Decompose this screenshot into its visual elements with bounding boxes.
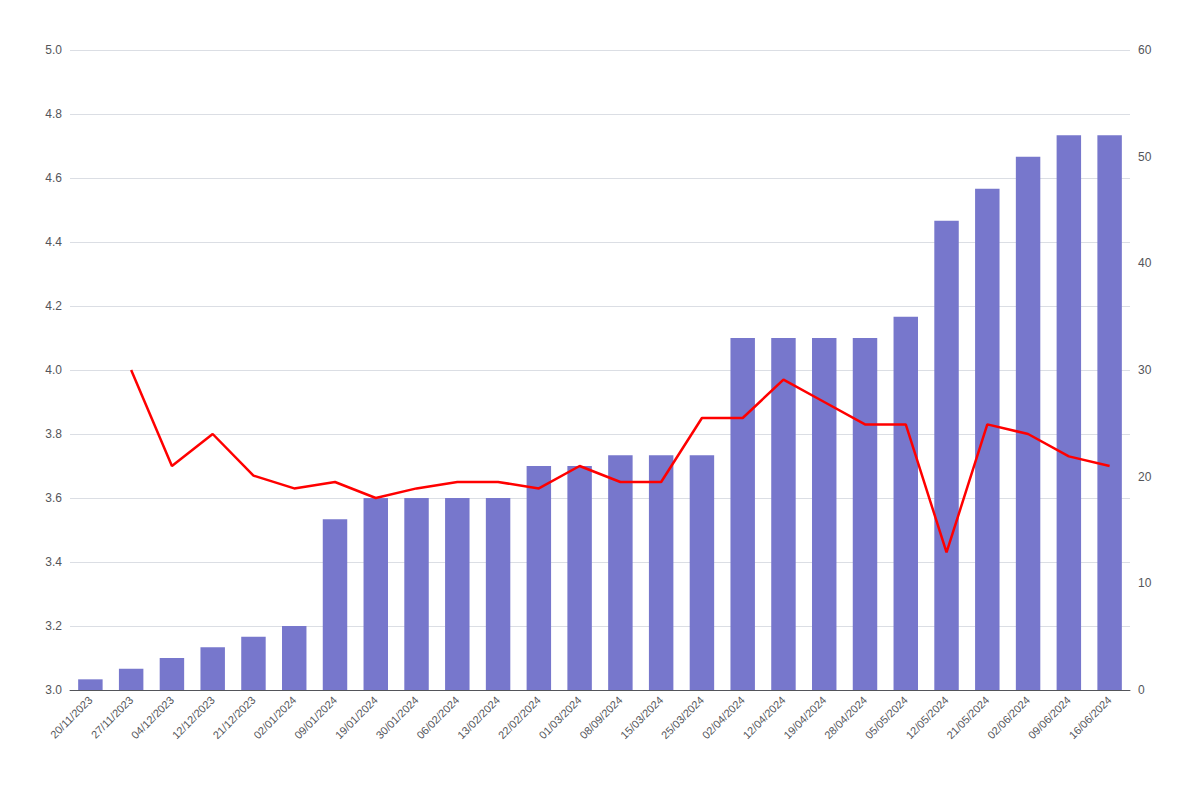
svg-text:12/04/2024: 12/04/2024 (740, 694, 787, 741)
svg-text:3.4: 3.4 (45, 555, 62, 569)
svg-text:01/03/2024: 01/03/2024 (536, 694, 583, 741)
svg-text:02/04/2024: 02/04/2024 (700, 694, 747, 741)
svg-text:05/05/2024: 05/05/2024 (863, 694, 910, 741)
svg-text:3.0: 3.0 (45, 683, 62, 697)
svg-text:22/02/2024: 22/02/2024 (496, 694, 543, 741)
svg-text:40: 40 (1138, 256, 1152, 270)
svg-text:02/01/2024: 02/01/2024 (251, 694, 298, 741)
svg-text:4.8: 4.8 (45, 107, 62, 121)
svg-text:08/09/2024: 08/09/2024 (577, 694, 624, 741)
svg-text:4.6: 4.6 (45, 171, 62, 185)
svg-text:12/12/2023: 12/12/2023 (170, 694, 217, 741)
svg-text:20/11/2023: 20/11/2023 (48, 694, 95, 741)
svg-text:3.6: 3.6 (45, 491, 62, 505)
svg-text:13/02/2024: 13/02/2024 (455, 694, 502, 741)
svg-text:27/11/2023: 27/11/2023 (88, 693, 136, 741)
svg-text:30: 30 (1138, 363, 1152, 377)
svg-text:21/12/2023: 21/12/2023 (210, 694, 257, 741)
svg-text:16/06/2024: 16/06/2024 (1066, 694, 1113, 741)
svg-text:19/01/2024: 19/01/2024 (333, 694, 380, 741)
svg-text:0: 0 (1138, 683, 1145, 697)
svg-text:09/06/2024: 09/06/2024 (1026, 694, 1073, 741)
svg-text:4.0: 4.0 (45, 363, 62, 377)
svg-text:50: 50 (1138, 150, 1152, 164)
svg-text:60: 60 (1138, 43, 1152, 57)
svg-text:4.2: 4.2 (45, 299, 62, 313)
svg-text:06/02/2024: 06/02/2024 (414, 694, 461, 741)
svg-text:20: 20 (1138, 470, 1152, 484)
svg-text:12/05/2024: 12/05/2024 (903, 694, 950, 741)
svg-text:30/01/2024: 30/01/2024 (373, 694, 420, 741)
svg-text:02/06/2024: 02/06/2024 (985, 694, 1032, 741)
svg-text:4.4: 4.4 (45, 235, 62, 249)
svg-text:15/03/2024: 15/03/2024 (618, 694, 665, 741)
svg-text:5.0: 5.0 (45, 43, 62, 57)
svg-text:21/05/2024: 21/05/2024 (944, 694, 991, 741)
svg-text:19/04/2024: 19/04/2024 (781, 694, 828, 741)
svg-text:3.2: 3.2 (45, 619, 62, 633)
svg-text:25/03/2024: 25/03/2024 (659, 694, 706, 741)
svg-text:10: 10 (1138, 576, 1152, 590)
svg-text:04/12/2023: 04/12/2023 (129, 694, 176, 741)
svg-text:09/01/2024: 09/01/2024 (292, 694, 339, 741)
svg-text:28/04/2024: 28/04/2024 (822, 694, 869, 741)
svg-text:3.8: 3.8 (45, 427, 62, 441)
